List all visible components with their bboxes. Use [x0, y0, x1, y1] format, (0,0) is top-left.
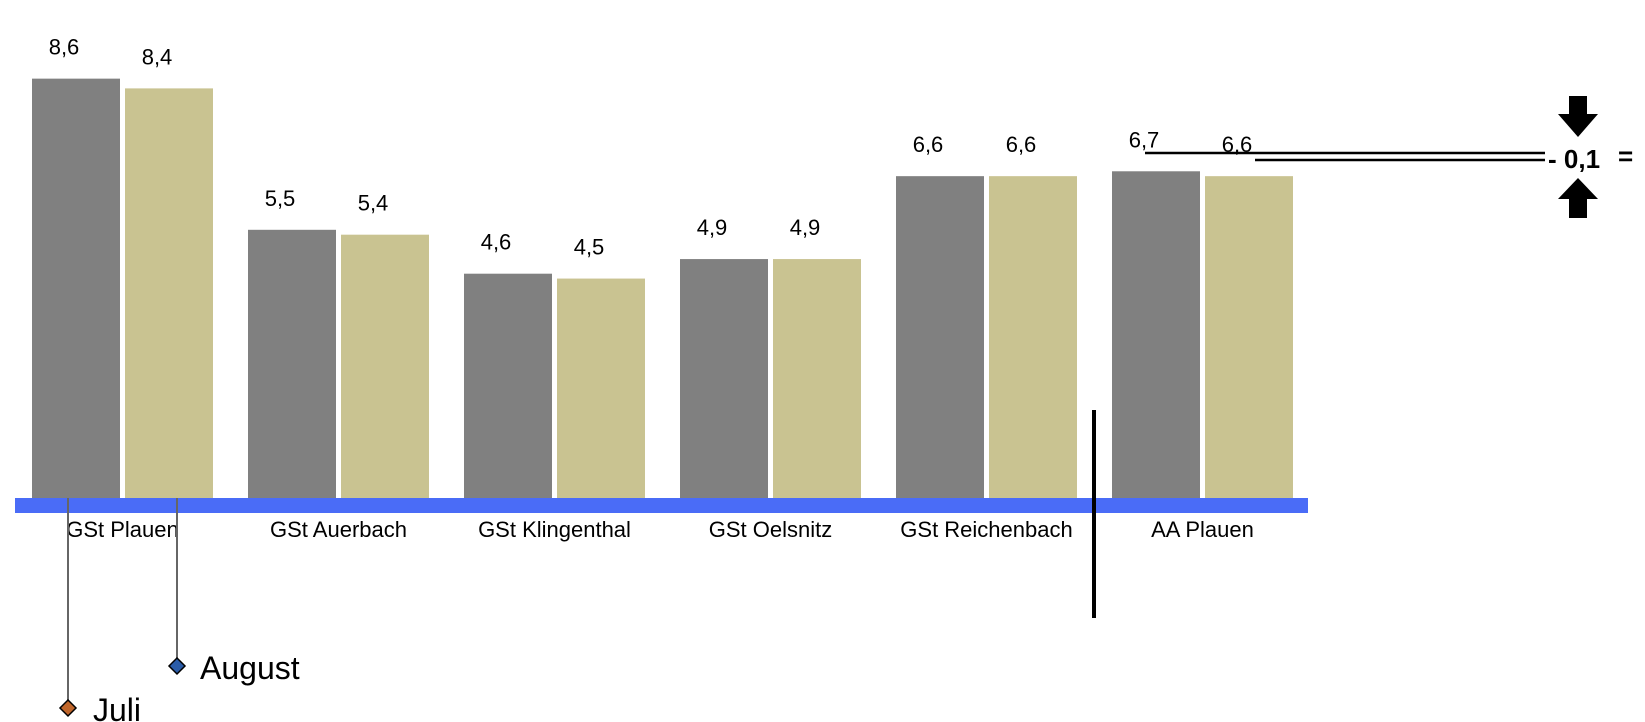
value-label-juli-0: 8,6 [49, 35, 80, 60]
value-label-august-0: 8,4 [142, 44, 173, 69]
arrow-down-icon [1558, 96, 1598, 137]
bars-layer [32, 78, 1293, 499]
legend-marker-august [167, 656, 187, 676]
annotation-equals: = [1618, 141, 1633, 171]
value-label-juli-2: 4,6 [481, 230, 512, 255]
value-labels-layer: 8,6 8,45,5 5,44,6 4,54,9 4,96,6 6,6 6,7 6,6 [49, 35, 1253, 260]
bar-august-0 [125, 88, 213, 498]
value-label-juli-3: 4,9 [697, 215, 728, 240]
value-label-august-3: 4,9 [790, 215, 821, 240]
bar-juli-1 [248, 229, 336, 498]
bar-august-4 [989, 176, 1077, 498]
category-label-4: GSt Reichenbach [900, 517, 1072, 542]
legend-label-juli: Juli [93, 692, 141, 722]
value-label-august-4: 6,6 [1006, 132, 1037, 157]
bar-juli-5 [1112, 171, 1200, 498]
category-label-5: AA Plauen [1151, 517, 1254, 542]
value-label-juli-4: 6,6 [913, 132, 944, 157]
legend-label-august: August [200, 650, 300, 686]
value-label-juli-1: 5,5 [265, 186, 296, 211]
value-label-august-1: 5,4 [358, 191, 389, 216]
category-label-2: GSt Klingenthal [478, 517, 631, 542]
bar-august-5 [1205, 176, 1293, 498]
x-axis-band [15, 498, 1308, 513]
arrow-up-icon [1558, 178, 1598, 218]
bar-juli-2 [464, 273, 552, 498]
category-label-0: GSt Plauen [66, 517, 179, 542]
bar-juli-4 [896, 176, 984, 498]
bar-juli-3 [680, 259, 768, 498]
annotation-value: - 0,1 [1548, 144, 1600, 174]
bar-august-2 [557, 278, 645, 498]
category-label-1: GSt Auerbach [270, 517, 407, 542]
category-label-3: GSt Oelsnitz [709, 517, 832, 542]
category-labels-layer: GSt Plauen GSt Auerbach GSt Klingenthal GSt… [66, 517, 1254, 542]
bar-juli-0 [32, 78, 120, 499]
legend-marker-juli [58, 698, 78, 718]
value-label-august-2: 4,5 [574, 235, 605, 260]
bar-august-3 [773, 259, 861, 498]
bar-august-1 [341, 234, 429, 498]
value-label-juli-5: 6,7 [1129, 127, 1160, 152]
